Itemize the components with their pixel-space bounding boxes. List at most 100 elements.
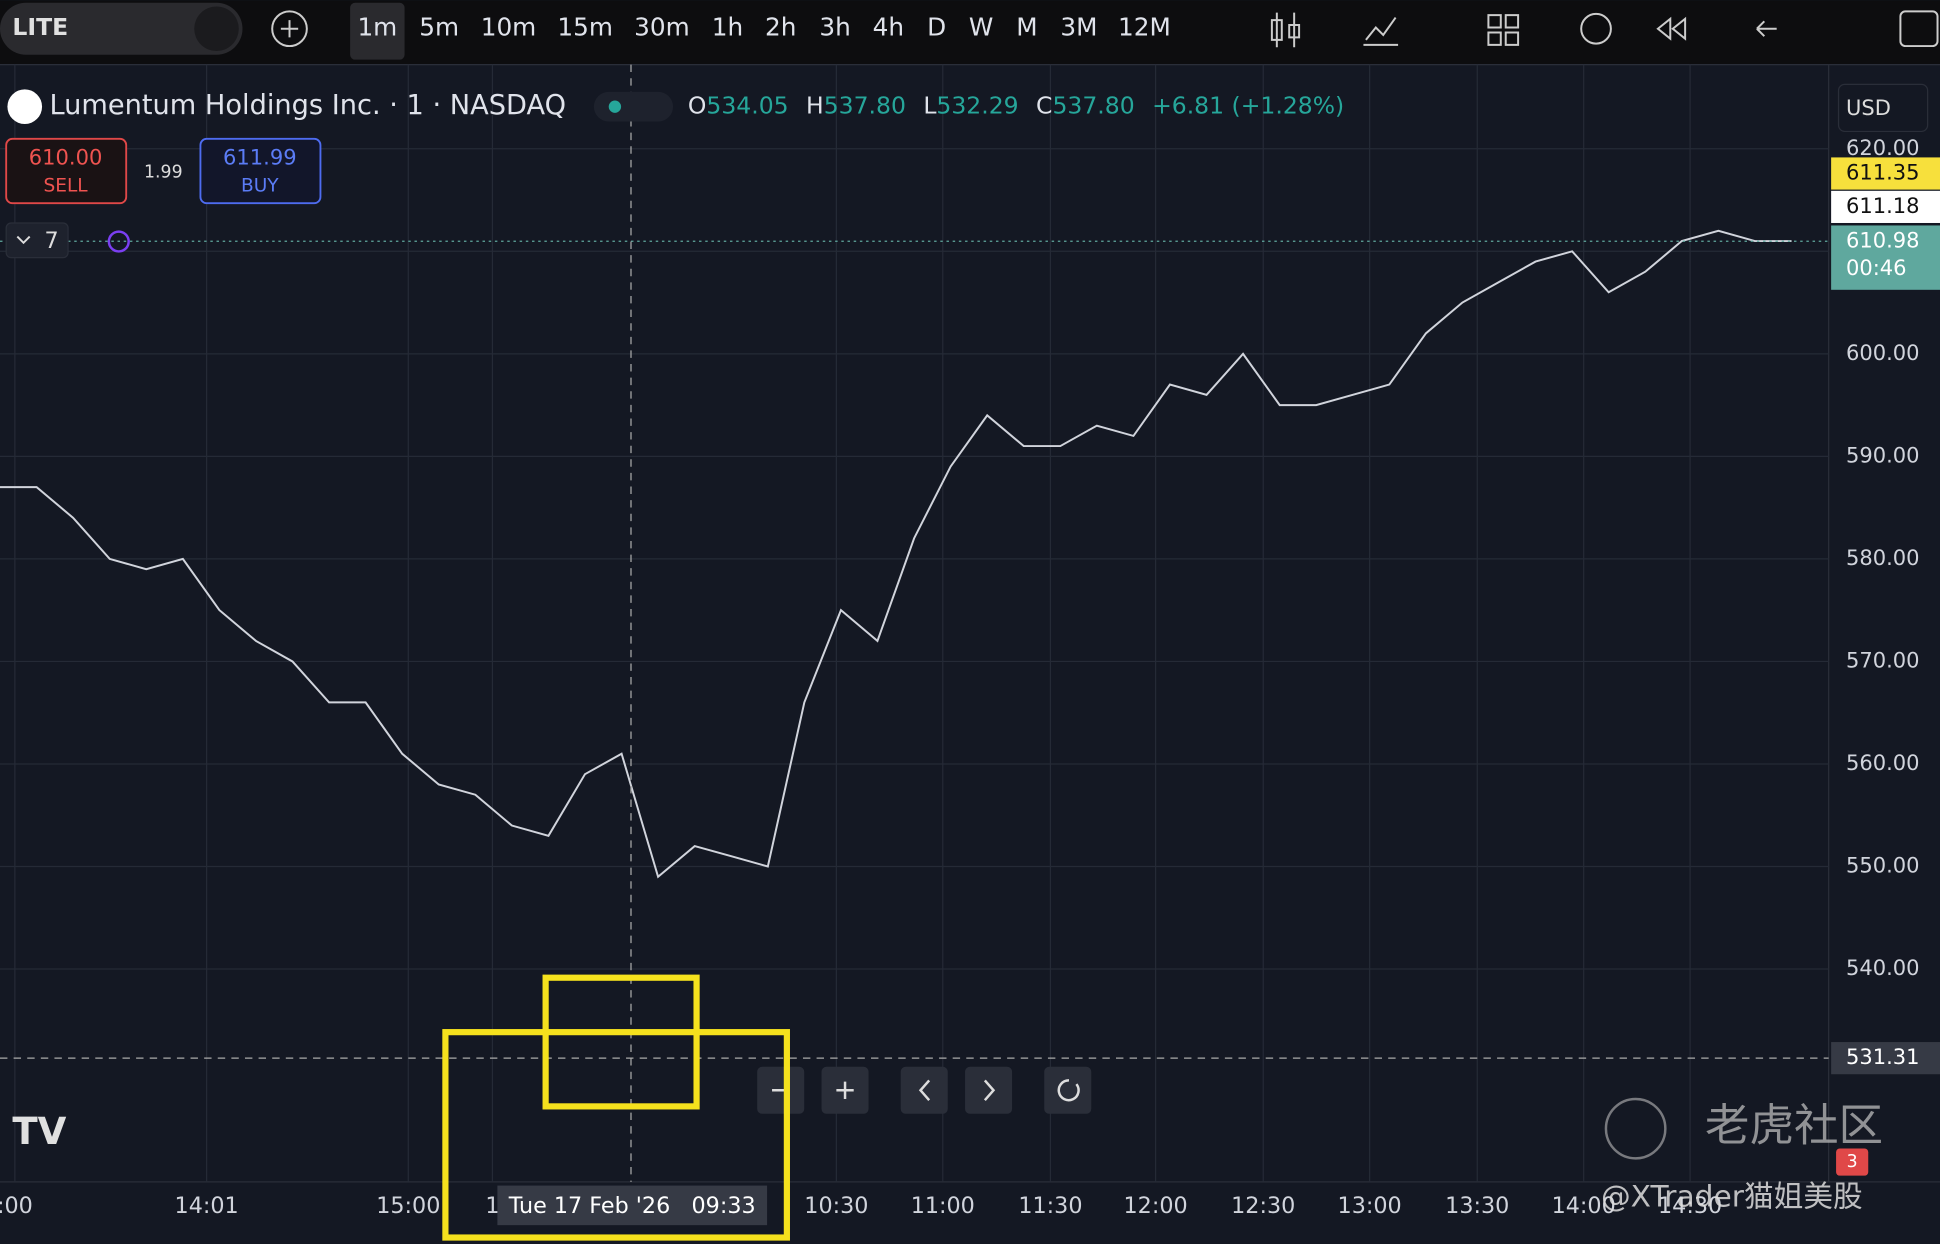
x-tick-label: 10:30 xyxy=(804,1193,868,1219)
status xyxy=(593,91,674,122)
x-tick-label: 13:00 xyxy=(1338,1193,1402,1219)
value: 534.05 xyxy=(706,91,788,119)
label: L xyxy=(923,91,936,119)
price-label-box xyxy=(1831,157,1940,190)
spread: 1.99 xyxy=(144,162,183,182)
interval[interactable]: 10m xyxy=(481,13,537,42)
scroll-right[interactable] xyxy=(965,1066,1013,1114)
countdown: 00:46 xyxy=(1846,255,1907,280)
icon[interactable] xyxy=(194,6,239,52)
sell-label[interactable]: SELL xyxy=(43,175,88,196)
interval[interactable]: D xyxy=(927,13,946,42)
y-tick-label: 620.00 xyxy=(1846,135,1920,160)
price-line xyxy=(0,229,1792,879)
reset[interactable] xyxy=(1044,1066,1092,1114)
buy-price[interactable]: 611.99 xyxy=(223,145,297,170)
crosshair-price-box xyxy=(1831,1042,1940,1075)
scroll-left[interactable] xyxy=(900,1066,948,1114)
x-tick-label: 13:30 xyxy=(1445,1193,1509,1219)
toolbar xyxy=(0,0,1940,65)
toolbar-icons xyxy=(1270,10,1939,48)
label: C xyxy=(1036,91,1052,119)
plot: 540.00 550.00 560.00 570.00 580.00 590.00 600.… xyxy=(0,64,1940,1226)
x-tick-label: 14:30 xyxy=(1658,1193,1722,1219)
interval[interactable]: 15m xyxy=(557,13,613,42)
tv-logo: TV xyxy=(12,1110,66,1153)
interval[interactable]: 1m xyxy=(357,13,397,42)
x-tick-label: 12:00 xyxy=(1124,1193,1188,1219)
currency[interactable]: USD xyxy=(1846,95,1891,120)
watermark-handle: @XTrader猫姐美股 xyxy=(1601,1179,1863,1214)
interval[interactable]: 30m xyxy=(634,13,690,42)
badge-count[interactable]: 3 xyxy=(1847,1152,1858,1172)
value: 537.80 xyxy=(1052,91,1134,119)
price-label-box xyxy=(1831,190,1940,223)
crosshair-time-box xyxy=(497,1185,768,1226)
intervals: 1m 5m 10m 15m 30m 1h 2h 3h 4h D W M 3M 12M xyxy=(357,13,1170,42)
interval[interactable]: W xyxy=(969,13,993,42)
interval[interactable]: 12M xyxy=(1118,13,1171,42)
crosshair-price: 531.31 xyxy=(1846,1044,1920,1069)
interval-active xyxy=(350,2,405,60)
x-tick-label: :00 xyxy=(0,1193,33,1219)
y-tick-label: 600.00 xyxy=(1846,340,1920,365)
buy-label[interactable]: BUY xyxy=(241,175,279,196)
ohlc: O534.05 H537.80 L532.29 C537.80 +6.81 (+… xyxy=(688,91,1344,119)
sell-button[interactable] xyxy=(5,137,128,205)
interval[interactable]: 2h xyxy=(765,13,796,42)
watermark-logo xyxy=(1604,1097,1667,1160)
x-tick-label: 14:00 xyxy=(1552,1193,1616,1219)
sync-icon xyxy=(107,230,130,253)
x-tick-label: 12:30 xyxy=(1231,1193,1295,1219)
add-button[interactable] xyxy=(271,10,308,48)
badge[interactable] xyxy=(1836,1148,1869,1176)
watermark-brand: 老虎社区 xyxy=(1705,1100,1883,1152)
interval[interactable]: 4h xyxy=(873,13,904,42)
legend-title: Lumentum Holdings Inc. · 1 · NASDAQ xyxy=(49,90,566,121)
interval[interactable]: 5m xyxy=(419,13,459,42)
interval[interactable]: 3M xyxy=(1060,13,1097,42)
value: 537.80 xyxy=(824,91,906,119)
symbol-box[interactable] xyxy=(0,2,243,55)
currency-button[interactable] xyxy=(1837,83,1929,133)
nav-icons xyxy=(772,1079,1080,1102)
label: O xyxy=(688,91,707,119)
y-tick-label: 570.00 xyxy=(1846,647,1920,672)
status-dot xyxy=(608,100,622,113)
value: 532.29 xyxy=(936,91,1018,119)
logo xyxy=(7,89,43,125)
price-label-box xyxy=(1831,225,1940,290)
y-tick-label: 550.00 xyxy=(1846,853,1920,878)
interval[interactable]: 3h xyxy=(819,13,850,42)
price-label: 611.18 xyxy=(1846,193,1920,218)
nav-controls xyxy=(757,1066,1092,1114)
price-label: 610.98 xyxy=(1846,228,1920,253)
change: +6.81 (+1.28%) xyxy=(1152,91,1344,119)
sell-price[interactable]: 610.00 xyxy=(29,145,103,170)
crosshair-time: Tue 17 Feb '26 09:33 xyxy=(508,1193,756,1219)
x-tick-label: 1 xyxy=(485,1193,499,1219)
x-tick-label: 11:00 xyxy=(911,1193,975,1219)
x-tick-label: 11:30 xyxy=(1018,1193,1082,1219)
highlight-box xyxy=(542,974,700,1110)
add-icon xyxy=(280,20,299,38)
interval[interactable]: M xyxy=(1016,13,1037,42)
y-tick-label: 590.00 xyxy=(1846,442,1920,467)
price-label: 611.35 xyxy=(1846,159,1920,184)
y-tick-label: 560.00 xyxy=(1846,750,1920,775)
x-tick-label: 15:00 xyxy=(376,1193,440,1219)
buy-button[interactable] xyxy=(199,137,322,205)
interval[interactable]: 1h xyxy=(712,13,743,42)
chevron xyxy=(16,235,31,245)
label: H xyxy=(806,91,824,119)
x-tick-label: 14:01 xyxy=(175,1193,239,1219)
symbol[interactable]: LITE xyxy=(12,13,68,41)
indicators-count[interactable]: 7 xyxy=(45,228,59,254)
indicators-toggle[interactable] xyxy=(5,222,69,259)
y-tick-label: 580.00 xyxy=(1846,545,1920,570)
highlight-box xyxy=(442,1029,790,1241)
y-tick-label: 540.00 xyxy=(1846,955,1920,980)
